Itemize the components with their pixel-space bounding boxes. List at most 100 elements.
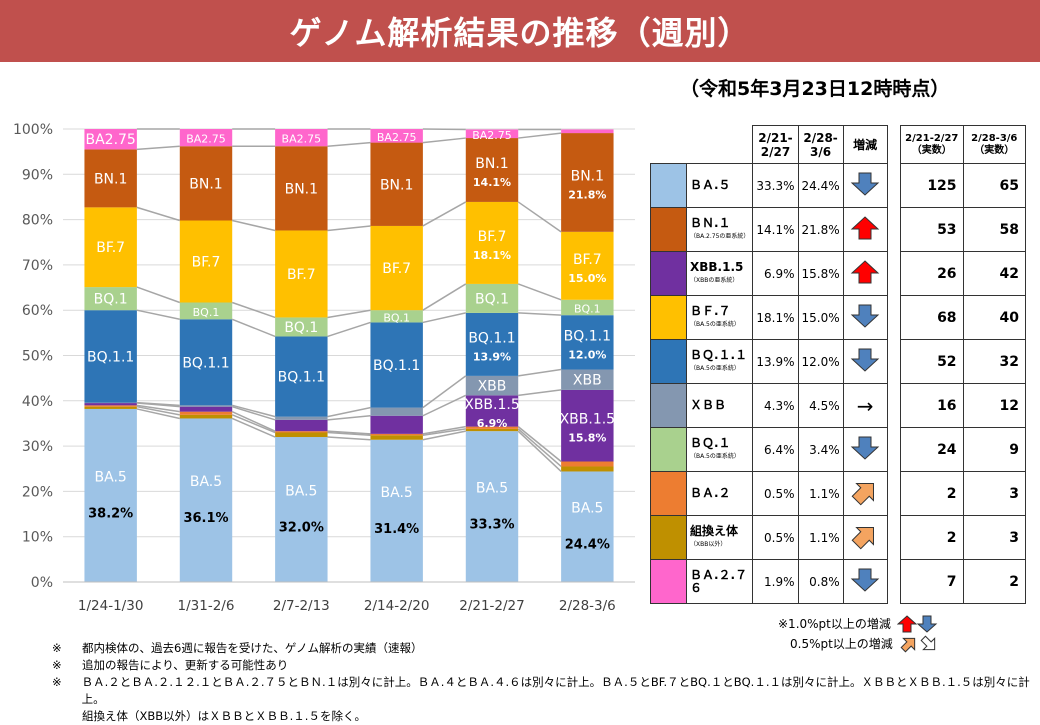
- count-week2: 9: [963, 428, 1025, 472]
- footnote-text: 組換え体（XBB以外）はＸＢＢとＸＢＢ.１.５を除く。: [82, 708, 366, 725]
- x-tick-label: 2/7-2/13: [273, 598, 330, 614]
- connector-line: [423, 395, 466, 415]
- variant-row: XBB.1.5（XBBの亜系統）6.9%15.8%: [651, 252, 888, 296]
- bar-percent-label: 6.9%: [477, 417, 508, 430]
- bar-label: BA2.75: [85, 132, 135, 148]
- count-week2: 12: [963, 384, 1025, 428]
- variant-subnote: （XBB以外）: [690, 538, 749, 551]
- y-tick-label: 50%: [22, 349, 53, 365]
- bar-label: BQ.1: [94, 292, 128, 308]
- up-arrow-icon: [850, 259, 880, 285]
- pct-week2: 21.8%: [798, 208, 843, 252]
- color-swatch: [651, 252, 687, 296]
- variant-name-cell: ＢＮ.１（BA.2.75の亜系統）: [687, 208, 753, 252]
- y-tick-label: 60%: [22, 303, 53, 319]
- variant-name: ＢＡ.５: [690, 178, 731, 192]
- up-arrow-icon: [850, 215, 880, 241]
- bar-label: BA2.75: [472, 129, 512, 142]
- bar-label: BN.1: [189, 176, 222, 192]
- title-banner: ゲノム解析結果の推移（週別）: [0, 0, 1040, 62]
- connector-line: [423, 313, 466, 323]
- bar-percent-label: 15.8%: [568, 432, 606, 445]
- variant-name: ＢＡ.２: [690, 486, 731, 500]
- connector-line: [518, 133, 561, 138]
- bar-label: BF.7: [192, 255, 221, 271]
- connector-line: [518, 427, 561, 462]
- bar-percent-label: 15.0%: [568, 272, 606, 285]
- bar-segment: [370, 408, 422, 416]
- connector-line: [328, 437, 371, 440]
- variant-name: ＸＢＢ: [690, 398, 726, 412]
- variant-row: ＢＡ.５ 33.3%24.4%: [651, 164, 888, 208]
- count-week1: 52: [901, 340, 964, 384]
- variant-name: ＢＦ.７: [690, 304, 731, 318]
- trend-cell: [843, 340, 887, 384]
- trend-cell: [843, 516, 887, 560]
- bar-label: BA.5: [381, 485, 413, 501]
- pct-week1: 33.3%: [753, 164, 798, 208]
- variant-name: XBB.1.5: [690, 260, 743, 274]
- connector-line: [518, 431, 561, 471]
- header-week2: 2/28- 3/6: [798, 126, 843, 164]
- pct-week1: 4.3%: [753, 384, 798, 428]
- footnote-mark: ※: [52, 657, 82, 674]
- footnote-text: 追加の報告により、更新する可能性あり: [82, 657, 288, 674]
- count-week2: 58: [963, 208, 1025, 252]
- connector-line: [328, 310, 371, 317]
- pct-week1: 0.5%: [753, 516, 798, 560]
- count-week1: 16: [901, 384, 964, 428]
- bar-label: BQ.1.1: [468, 330, 515, 346]
- connector-line: [423, 202, 466, 226]
- bar-label: BQ.1.1: [564, 328, 611, 344]
- color-swatch: [651, 516, 687, 560]
- as-of-date: （令和5年3月23日12時時点）: [680, 74, 949, 101]
- bar-percent-label: 21.8%: [568, 188, 606, 201]
- bar-label: BQ.1.1: [87, 349, 134, 365]
- bar-segment: [370, 416, 422, 434]
- trend-cell: [843, 208, 887, 252]
- variant-name-cell: ＸＢＢ: [687, 384, 753, 428]
- x-tick-label: 2/28-3/6: [559, 598, 616, 614]
- variant-subnote: （BA.2.75の亜系統）: [690, 230, 749, 243]
- diagonal-up-arrow-icon: [850, 522, 880, 550]
- trend-cell: [843, 472, 887, 516]
- count-week2: 65: [963, 164, 1025, 208]
- variant-name: ＢＮ.１: [690, 216, 731, 230]
- bar-percent-label: 31.4%: [374, 522, 419, 537]
- connector-line: [518, 370, 561, 376]
- bar-label: BA2.75: [282, 133, 322, 146]
- bar-segment: [84, 405, 136, 406]
- connector-line: [137, 207, 180, 220]
- header-change: 増減: [843, 126, 887, 164]
- bar-label: BA.5: [190, 474, 222, 490]
- y-tick-label: 0%: [31, 575, 53, 591]
- connector-line: [137, 146, 180, 149]
- variant-subnote: （BA.5の亜系統）: [690, 318, 749, 331]
- pct-week2: 24.4%: [798, 164, 843, 208]
- bar-label: XBB: [478, 379, 507, 395]
- variant-name: ＢＱ.１: [690, 436, 731, 450]
- count-week2: 40: [963, 296, 1025, 340]
- count-week1: 26: [901, 252, 964, 296]
- bar-percent-label: 38.2%: [88, 506, 133, 521]
- bar-segment: [561, 129, 613, 133]
- pct-week2: 0.8%: [798, 560, 843, 604]
- y-tick-label: 100%: [13, 122, 53, 138]
- footnote: 組換え体（XBB以外）はＸＢＢとＸＢＢ.１.５を除く。: [52, 708, 1040, 725]
- count-week1: 53: [901, 208, 964, 252]
- bar-segment: [370, 440, 422, 582]
- variant-subnote: （XBBの亜系統）: [690, 274, 749, 287]
- pct-week1: 6.4%: [753, 428, 798, 472]
- variant-name-cell: ＢＱ.１.１（BA.5の亜系統）: [687, 340, 753, 384]
- variant-name-cell: 組換え体（XBB以外）: [687, 516, 753, 560]
- bar-label: BA.5: [95, 469, 127, 485]
- bar-percent-label: 14.1%: [473, 176, 511, 189]
- variant-row: ＢＱ.１.１（BA.5の亜系統）13.9%12.0%: [651, 340, 888, 384]
- color-swatch: [651, 208, 687, 252]
- connector-line: [328, 322, 371, 336]
- bar-segment: [466, 431, 518, 582]
